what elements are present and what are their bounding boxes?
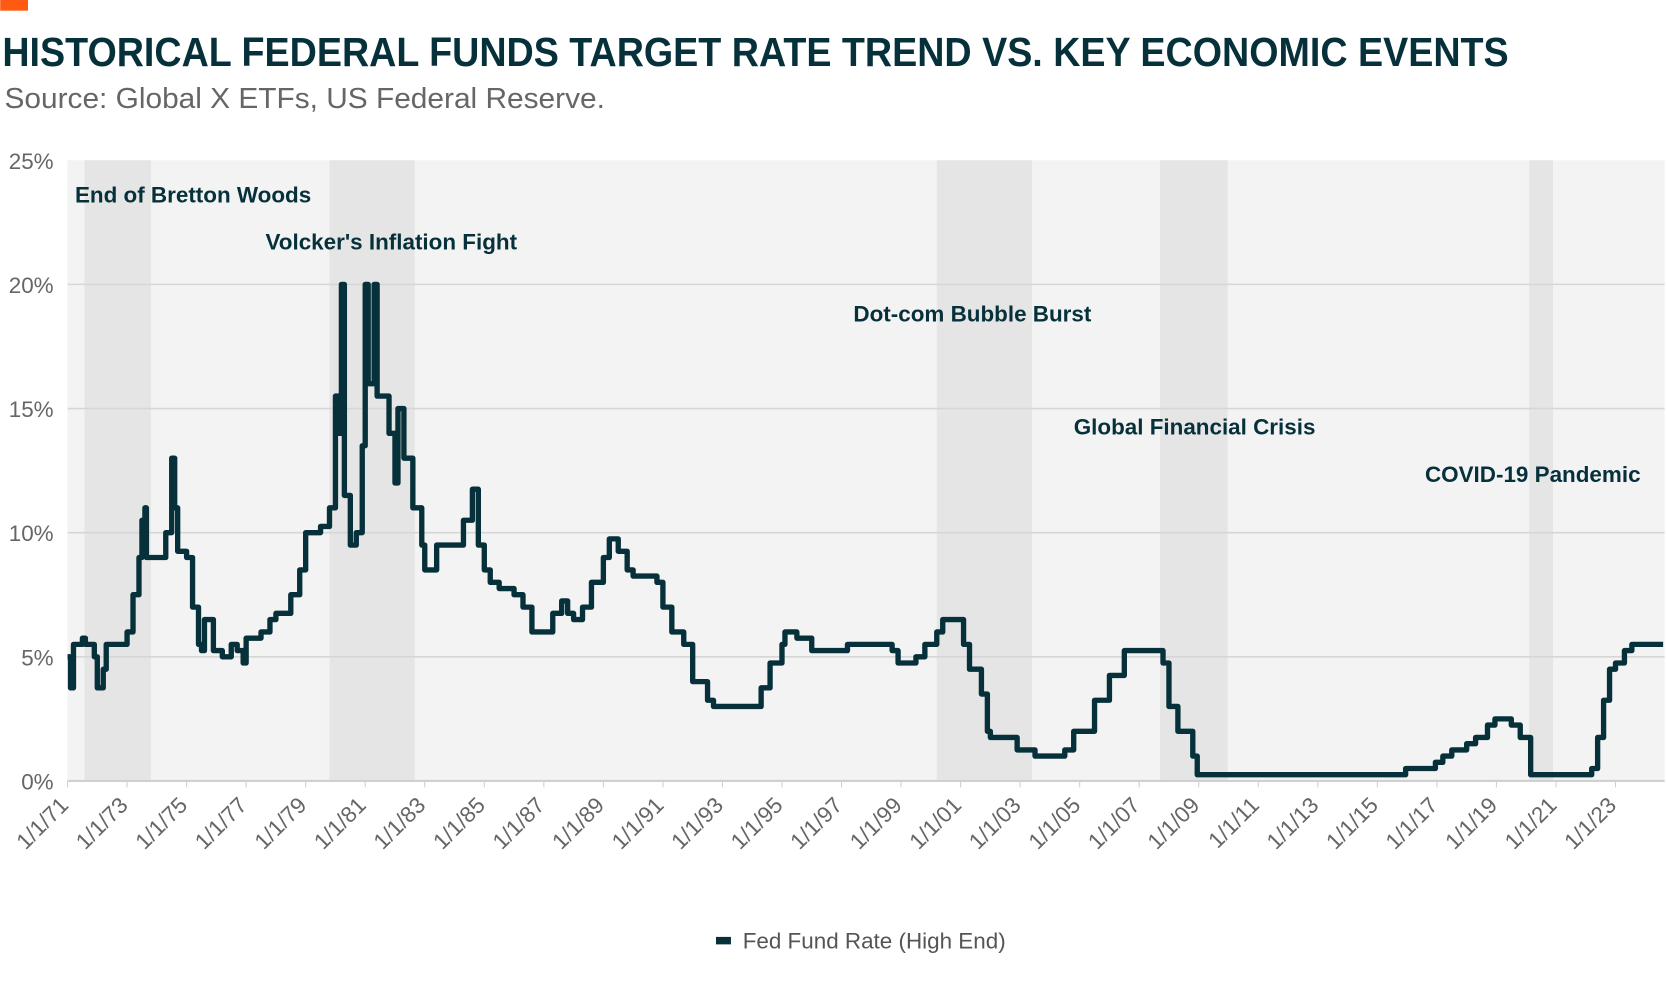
y-tick-label: 10% [9, 521, 54, 546]
event-label: Dot-com Bubble Burst [853, 302, 1091, 327]
x-tick-label: 1/1/99 [845, 792, 907, 854]
x-tick-label: 1/1/97 [785, 792, 847, 854]
x-tick-label: 1/1/17 [1381, 792, 1443, 854]
event-label: End of Bretton Woods [75, 182, 311, 207]
x-tick-label: 1/1/11 [1203, 792, 1264, 853]
x-tick-label: 1/1/15 [1321, 792, 1383, 854]
x-tick-label: 1/1/77 [190, 792, 252, 854]
x-tick-label: 1/1/89 [547, 792, 609, 854]
brand-accent-bar [0, 0, 28, 11]
y-tick-label: 25% [9, 149, 54, 174]
x-tick-label: 1/1/95 [726, 792, 788, 854]
legend-swatch [715, 936, 731, 945]
y-tick-label: 15% [9, 397, 54, 422]
x-tick-label: 1/1/09 [1143, 792, 1205, 854]
x-tick-label: 1/1/03 [964, 792, 1026, 854]
x-tick-label: 1/1/83 [369, 792, 431, 854]
y-tick-label: 20% [9, 273, 54, 298]
x-tick-label: 1/1/05 [1024, 792, 1086, 854]
legend-label: Fed Fund Rate (High End) [743, 929, 1006, 954]
event-label: COVID-19 Pandemic [1425, 462, 1641, 487]
x-tick-label: 1/1/93 [666, 792, 728, 854]
x-tick-label: 1/1/87 [488, 792, 550, 854]
event-shade [84, 160, 151, 781]
x-tick-label: 1/1/75 [131, 792, 193, 854]
x-tick-label: 1/1/81 [309, 792, 371, 854]
x-tick-label: 1/1/85 [428, 792, 490, 854]
legend: Fed Fund Rate (High End) [715, 929, 1006, 954]
event-shade [936, 160, 1033, 781]
x-tick-label: 1/1/23 [1559, 792, 1621, 854]
x-tick-label: 1/1/19 [1440, 792, 1502, 854]
y-tick-label: 0% [21, 769, 53, 794]
x-tick-label: 1/1/71 [11, 792, 73, 854]
event-shade [1529, 160, 1553, 781]
chart-subtitle: Source: Global X ETFs, US Federal Reserv… [4, 83, 604, 115]
x-tick-label: 1/1/13 [1262, 792, 1324, 854]
x-tick-label: 1/1/91 [607, 792, 669, 854]
chart-title: HISTORICAL FEDERAL FUNDS TARGET RATE TRE… [2, 29, 1508, 75]
x-tick-label: 1/1/21 [1500, 792, 1562, 854]
event-label: Global Financial Crisis [1074, 415, 1316, 440]
x-tick-label: 1/1/01 [904, 792, 966, 854]
y-tick-label: 5% [21, 645, 53, 670]
x-tick-label: 1/1/07 [1083, 792, 1145, 854]
event-label: Volcker's Inflation Fight [265, 230, 517, 255]
x-tick-label: 1/1/79 [250, 792, 312, 854]
x-tick-label: 1/1/73 [71, 792, 133, 854]
series-line-fed-fund-rate [67, 281, 1664, 778]
